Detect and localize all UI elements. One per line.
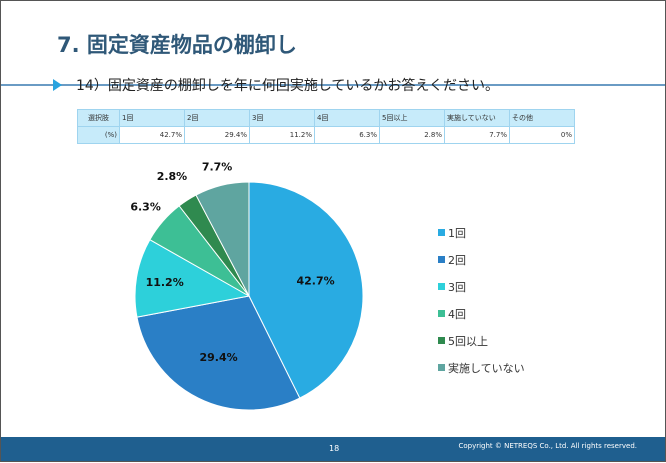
page-number: 18 (329, 444, 340, 453)
pie-slice-6 (195, 181, 250, 297)
value-header: (%) (77, 126, 120, 144)
legend-item: 3回 (438, 273, 525, 300)
legend-swatch (438, 337, 445, 344)
table-cell: 0% (509, 126, 575, 144)
results-table: 選択肢 1回 2回 3回 4回 5回以上 実施していない その他 (%) 42.… (77, 109, 575, 144)
question-text: 14）固定資産の棚卸しを年に何回実施しているかお答えください。 (76, 78, 499, 94)
copyright: Copyright © NETREQS Co., Ltd. All rights… (458, 442, 637, 450)
legend-label: 1回 (448, 226, 466, 240)
page-title: 7. 固定資産物品の棚卸し (57, 33, 297, 57)
legend-item: 4回 (438, 300, 525, 327)
bullet-triangle-icon (53, 79, 62, 91)
table-cell: 42.7% (119, 126, 185, 144)
legend-item: 1回 (438, 219, 525, 246)
data-label: 6.3% (130, 200, 161, 213)
pie-slice-2 (136, 295, 301, 411)
column-header: その他 (509, 109, 575, 127)
data-label: 42.7% (297, 274, 335, 287)
chart-legend: 1回 2回 3回 4回 5回以上 実施していない (438, 219, 525, 381)
data-label: 2.8% (157, 170, 188, 183)
pie-slice-1 (248, 181, 364, 399)
column-header: 5回以上 (379, 109, 445, 127)
question: 14）固定資産の棚卸しを年に何回実施しているかお答えください。 (53, 75, 499, 95)
legend-label: 4回 (448, 307, 466, 321)
table-cell: 7.7% (444, 126, 510, 144)
legend-label: 3回 (448, 280, 466, 294)
legend-swatch (438, 229, 445, 236)
legend-label: 2回 (448, 253, 466, 267)
legend-item: 5回以上 (438, 327, 525, 354)
legend-label: 実施していない (448, 361, 525, 375)
data-label: 7.7% (202, 160, 233, 173)
data-label: 29.4% (199, 351, 237, 364)
legend-swatch (438, 364, 445, 371)
row-header: 選択肢 (77, 109, 120, 127)
legend-swatch (438, 283, 445, 290)
pie-slice-3 (134, 239, 251, 318)
footer: 18 Copyright © NETREQS Co., Ltd. All rig… (1, 437, 665, 461)
table-value-row: (%) 42.7% 29.4% 11.2% 6.3% 2.8% 7.7% 0% (77, 126, 575, 144)
legend-label: 5回以上 (448, 334, 488, 348)
title-divider (1, 84, 665, 86)
legend-item: 2回 (438, 246, 525, 273)
legend-item: 実施していない (438, 354, 525, 381)
legend-swatch (438, 256, 445, 263)
data-label: 11.2% (146, 276, 184, 289)
legend-swatch (438, 310, 445, 317)
column-header: 4回 (314, 109, 380, 127)
